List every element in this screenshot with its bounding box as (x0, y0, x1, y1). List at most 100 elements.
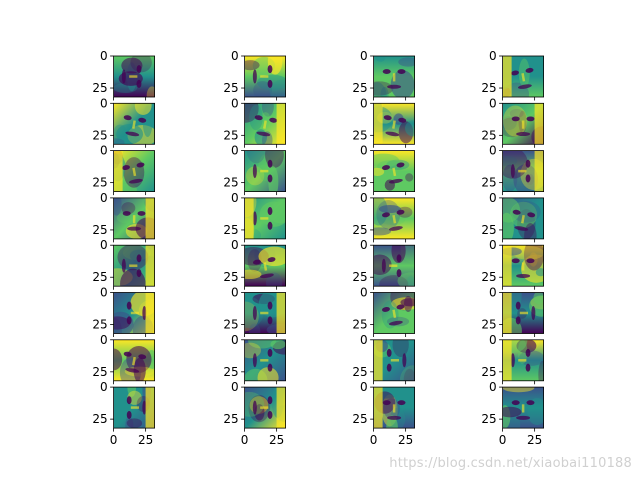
axes-frame (244, 386, 287, 429)
x-tick-label: 0 (370, 433, 378, 447)
face-image (244, 103, 286, 145)
face-panel: 0 25 (223, 49, 287, 101)
face-image (502, 387, 544, 429)
x-tick-label: 25 (398, 433, 413, 447)
axes-frame (113, 102, 155, 145)
axes-frame (502, 244, 545, 287)
y-tick-label: 0 (360, 191, 368, 205)
axes-frame (502, 150, 545, 193)
y-tick-label: 25 (352, 412, 367, 426)
face-panel: 0 25 (352, 96, 416, 148)
face-panel: 0 25 (92, 49, 155, 101)
axes-frame (502, 102, 545, 145)
y-tick-label: 0 (489, 96, 497, 110)
face-image (373, 56, 415, 97)
y-tick-label: 0 (100, 191, 108, 205)
face-image (244, 339, 286, 381)
axes-frame (373, 292, 416, 334)
axes-frame (113, 150, 155, 193)
y-tick-label: 0 (489, 286, 497, 300)
y-tick-label: 25 (223, 128, 238, 142)
face-panel: 0 25 (352, 238, 416, 290)
y-tick-label: 25 (223, 81, 238, 95)
y-tick-label: 0 (100, 144, 108, 158)
face-image (502, 245, 544, 287)
y-tick-label: 0 (360, 49, 368, 63)
face-panel: 0 25 (352, 286, 416, 337)
y-tick-label: 25 (481, 176, 496, 190)
face-panel: 0 25 (92, 96, 155, 148)
x-tick-label: 0 (110, 433, 118, 447)
y-tick-label: 0 (489, 144, 497, 158)
axes-frame (113, 55, 155, 98)
face-panel: 0 25 (481, 49, 545, 101)
y-tick-label: 0 (489, 380, 497, 394)
face-panel: 0 25 (223, 238, 287, 290)
axes-frame (244, 244, 287, 287)
y-tick-label: 25 (92, 176, 107, 190)
face-panel: 0 25 (92, 333, 155, 385)
axes-frame (502, 197, 545, 240)
face-panel: 0 25 (223, 286, 287, 337)
face-image (113, 197, 155, 239)
y-tick-label: 25 (481, 365, 496, 379)
y-tick-label: 0 (360, 333, 368, 347)
y-tick-label: 0 (360, 380, 368, 394)
y-tick-label: 0 (100, 333, 108, 347)
face-image (502, 339, 544, 381)
y-tick-label: 25 (92, 318, 107, 332)
face-panel: 0 25 (481, 333, 545, 385)
y-tick-label: 0 (231, 191, 239, 205)
y-tick-label: 0 (489, 333, 497, 347)
watermark: https://blog.csdn.net/xiaobai110188 (389, 456, 632, 471)
y-tick-label: 25 (223, 318, 238, 332)
y-tick-label: 0 (489, 238, 497, 252)
y-tick-label: 25 (352, 81, 367, 95)
face-panel: 0 25 (352, 191, 416, 243)
axes-frame (502, 55, 545, 98)
y-tick-label: 0 (231, 286, 239, 300)
x-tick-label: 25 (269, 433, 284, 447)
y-tick-label: 25 (92, 270, 107, 284)
y-tick-label: 0 (100, 49, 108, 63)
x-tick-label: 25 (138, 433, 153, 447)
face-panel: 0 25 (481, 96, 545, 148)
axes-frame (113, 292, 155, 334)
face-image (373, 339, 415, 381)
y-tick-label: 0 (231, 49, 239, 63)
face-image (113, 387, 155, 429)
face-panel: 0 25 (223, 144, 287, 196)
face-panel: 0 25 (92, 191, 155, 243)
face-image (113, 292, 155, 334)
face-image (373, 245, 415, 287)
y-tick-label: 25 (481, 128, 496, 142)
axes-frame (373, 197, 416, 240)
y-tick-label: 25 (352, 365, 367, 379)
face-image (502, 292, 544, 334)
face-image (373, 197, 415, 239)
y-tick-label: 25 (481, 223, 496, 237)
y-tick-label: 0 (360, 238, 368, 252)
face-panel: 0 25 (481, 238, 545, 290)
y-tick-label: 25 (223, 412, 238, 426)
y-tick-label: 25 (481, 81, 496, 95)
face-image (373, 150, 415, 192)
y-tick-label: 0 (100, 286, 108, 300)
axes-frame (113, 244, 155, 287)
axes-frame (373, 386, 416, 429)
face-image (373, 387, 415, 429)
y-tick-label: 25 (352, 223, 367, 237)
face-panel: 0 25 (92, 286, 155, 337)
axes-frame (244, 339, 287, 382)
axes-frame (244, 55, 287, 98)
face-image (244, 245, 286, 287)
y-tick-label: 25 (352, 176, 367, 190)
y-tick-label: 0 (100, 238, 108, 252)
face-panel: 0 25 (352, 333, 416, 385)
y-tick-label: 0 (360, 96, 368, 110)
y-tick-label: 25 (481, 270, 496, 284)
